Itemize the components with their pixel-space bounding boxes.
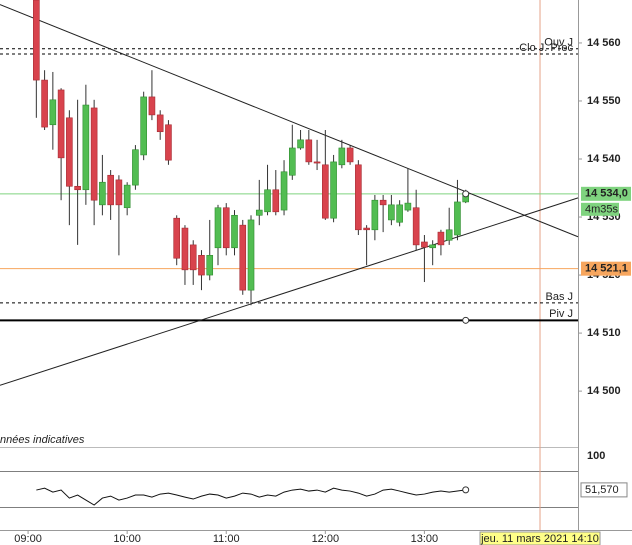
y-tick-label: 14 500 [587,385,621,397]
y-tick-label: 14 540 [587,153,621,165]
candle-body [255,209,263,216]
candle-body [454,201,461,236]
y-tick-label: 14 510 [587,327,621,339]
candle-body [90,107,98,201]
candle-body [437,231,445,246]
candle-body [346,147,354,163]
candle-body [156,114,164,133]
price-box [581,261,631,276]
candle-body [338,147,346,166]
candle-body [173,217,181,259]
indicator-value-label: 51,570 [585,484,619,496]
candle-body [57,89,65,159]
level-label: Piv J [549,308,573,320]
candle-body [289,147,296,176]
level-label: Ouv J [544,37,573,49]
countdown: 4m35s [585,204,619,216]
x-tick-label: 12:00 [312,533,340,545]
cursor-date-box [479,531,601,545]
candle-body [330,161,337,219]
candle-body [388,204,395,221]
candle-body [313,161,321,164]
cursor-date-label: jeu. 11 mars 2021 14:10 [480,533,599,545]
indicator-value-box [580,482,628,498]
candle-body [379,199,387,206]
candle-body [148,96,156,116]
candle-body [239,224,247,291]
candle-body [140,96,147,156]
candle-body [99,181,106,206]
candle-body [247,219,255,291]
candle-body [355,164,362,231]
candle-body [115,179,123,206]
candle-body [305,139,313,163]
candle-body [322,164,329,219]
candle-body [33,0,40,81]
level-label: Bas J [545,291,573,303]
pivot-dot [462,316,470,324]
candle-body [396,204,403,223]
countdown-box [581,202,619,216]
candle-body [231,214,238,249]
candle-body [66,117,73,187]
y-tick-label: 14 560 [587,37,621,49]
candle-body [222,207,230,249]
candle-body [272,189,280,213]
candle-body [421,241,428,248]
x-tick-label: 10:00 [113,533,141,545]
candle-body [198,255,205,276]
last-price-dot [462,190,470,198]
indicator-tick-label: 100 [587,450,605,462]
candle-body [371,199,379,231]
candle-body [280,171,288,211]
x-tick-label: 13:00 [411,533,439,545]
y-tick-label: 14 550 [587,95,621,107]
candle-body [107,174,114,206]
candle-body [404,202,412,211]
indicator-dot [462,486,470,494]
candle-body [363,227,370,231]
trendline [0,4,579,238]
candle-body [189,244,197,271]
level-label: Clo J. Prec [519,42,573,54]
candle-body [132,149,139,186]
price-box [581,186,631,201]
candle-body [123,184,131,209]
candle-body [297,139,304,149]
indicator-title: nnées indicatives [0,434,85,446]
candle-body [49,99,57,126]
price-box-label: 14 521,1 [585,263,628,275]
candle-body [429,244,436,249]
candle-body [165,124,172,161]
x-tick-label: 09:00 [14,533,42,545]
candle-body [445,229,453,241]
trendline [0,197,579,386]
candle-body [412,207,420,246]
indicator-line [36,487,466,506]
candle-body [82,104,90,191]
candle-body [264,189,271,213]
x-tick-label: 11:00 [213,533,240,545]
candle-body [41,79,48,128]
candle-body [214,207,222,249]
candle-body [206,255,214,276]
candle-body [181,227,189,271]
candle-body [74,185,81,191]
price-box-label: 14 534,0 [585,188,628,200]
